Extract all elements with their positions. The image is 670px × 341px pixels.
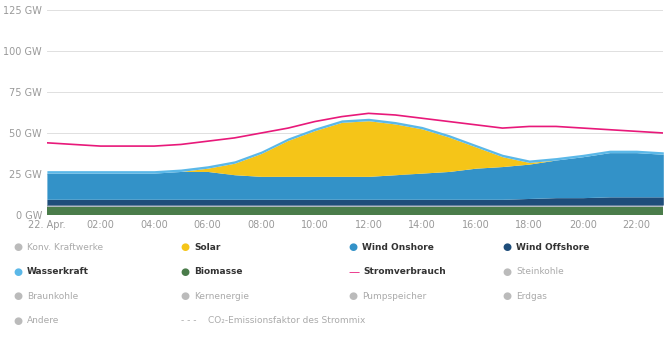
Text: ●: ● xyxy=(13,291,22,301)
Text: CO₂-Emissionsfaktor des Strommix: CO₂-Emissionsfaktor des Strommix xyxy=(208,316,365,325)
Text: ●: ● xyxy=(181,291,190,301)
Text: ●: ● xyxy=(348,242,357,252)
Text: ●: ● xyxy=(502,242,511,252)
Text: ●: ● xyxy=(13,316,22,326)
Text: ●: ● xyxy=(13,242,22,252)
Text: ●: ● xyxy=(502,267,511,277)
Text: Erdgas: Erdgas xyxy=(516,292,547,301)
Text: Solar: Solar xyxy=(194,243,220,252)
Text: Kernenergie: Kernenergie xyxy=(194,292,249,301)
Text: Wind Onshore: Wind Onshore xyxy=(362,243,433,252)
Text: Stromverbrauch: Stromverbrauch xyxy=(363,267,446,276)
Text: ●: ● xyxy=(502,291,511,301)
Text: Konv. Kraftwerke: Konv. Kraftwerke xyxy=(27,243,103,252)
Text: Braunkohle: Braunkohle xyxy=(27,292,78,301)
Text: - - -: - - - xyxy=(181,316,196,325)
Text: ●: ● xyxy=(181,242,190,252)
Text: Biomasse: Biomasse xyxy=(194,267,243,276)
Text: —: — xyxy=(348,267,360,277)
Text: Steinkohle: Steinkohle xyxy=(516,267,563,276)
Text: Wind Offshore: Wind Offshore xyxy=(516,243,590,252)
Text: ●: ● xyxy=(348,291,357,301)
Text: Wasserkraft: Wasserkraft xyxy=(27,267,89,276)
Text: ●: ● xyxy=(181,267,190,277)
Text: Pumpspeicher: Pumpspeicher xyxy=(362,292,426,301)
Text: Andere: Andere xyxy=(27,316,59,325)
Text: ●: ● xyxy=(13,267,22,277)
